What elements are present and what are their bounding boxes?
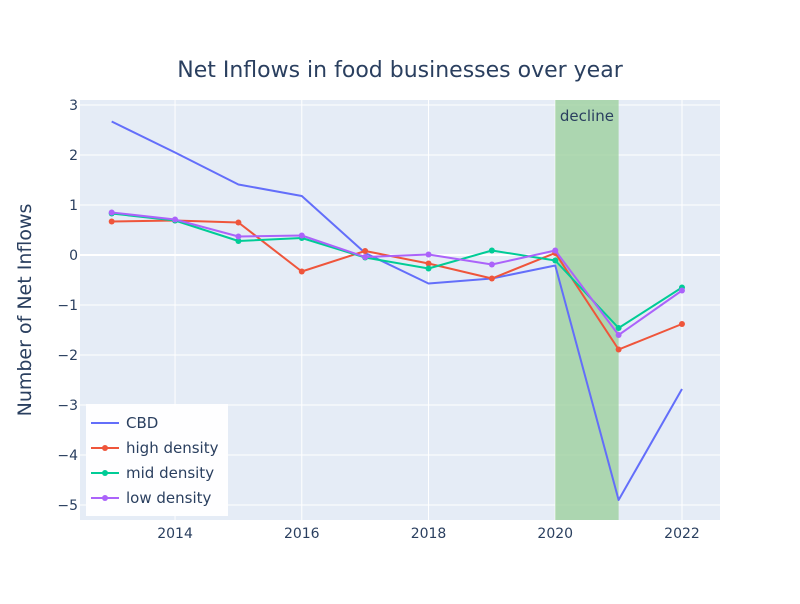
y-axis-title: Number of Net Inflows: [14, 204, 36, 417]
data-point-low-density: [235, 233, 242, 240]
x-tick-label: 2022: [664, 526, 700, 542]
data-point-mid-density: [235, 238, 242, 244]
y-tick-label: −1: [57, 298, 78, 314]
legend-marker-high-density: [102, 445, 108, 451]
decline-region: [555, 100, 619, 520]
data-point-high-density: [678, 321, 685, 327]
y-tick-label: 3: [69, 98, 78, 114]
data-point-mid-density: [552, 257, 559, 264]
data-point-mid-density: [615, 325, 622, 331]
data-point-low-density: [298, 232, 305, 239]
y-tick-label: 2: [69, 148, 78, 164]
shaded-region: decline: [555, 100, 619, 520]
y-tick-label: −5: [57, 498, 78, 514]
data-point-low-density: [615, 332, 622, 338]
series-line-high-density: [111, 219, 683, 351]
data-point-low-density: [488, 261, 495, 268]
data-point-high-density: [108, 218, 115, 225]
data-point-high-density: [362, 248, 369, 254]
data-point-low-density: [552, 247, 559, 254]
legend-label-high-density[interactable]: high density: [126, 439, 219, 457]
tick-labels: 2014 2016 2018 2020 2022 −5 −4 −3 −2 −1 0 1 2 3: [57, 98, 699, 542]
data-point-high-density: [298, 268, 305, 275]
series-line-low-density: [111, 211, 683, 336]
chart-title: Net Inflows in food businesses over year: [177, 58, 623, 83]
x-tick-label: 2014: [157, 526, 193, 542]
x-tick-label: 2016: [284, 526, 320, 542]
y-tick-label: 1: [69, 198, 78, 214]
legend-marker-mid-density: [102, 470, 108, 476]
y-tick-label: −2: [57, 348, 78, 364]
x-tick-label: 2020: [537, 526, 573, 542]
decline-label: decline: [560, 107, 614, 125]
series-line-cbd: [111, 120, 683, 501]
data-point-low-density: [172, 216, 179, 223]
legend-marker-low-density: [102, 495, 108, 501]
x-tick-label: 2018: [411, 526, 447, 542]
legend-label-low-density[interactable]: low density: [126, 489, 212, 507]
data-point-high-density: [615, 346, 622, 353]
data-point-mid-density: [425, 265, 432, 272]
data-point-low-density: [362, 254, 369, 260]
y-tick-label: −4: [57, 448, 78, 464]
data-point-high-density: [235, 219, 242, 226]
data-point-low-density: [425, 251, 432, 258]
data-point-low-density: [678, 287, 685, 294]
y-tick-label: 0: [69, 248, 78, 264]
legend[interactable]: CBD high density mid density low density: [86, 404, 228, 516]
y-tick-label: −3: [57, 398, 78, 414]
legend-label-mid-density[interactable]: mid density: [126, 464, 214, 482]
data-point-low-density: [108, 209, 115, 216]
data-point-mid-density: [488, 247, 495, 254]
legend-label-cbd[interactable]: CBD: [126, 414, 158, 432]
series-group: [108, 120, 685, 501]
data-point-high-density: [425, 260, 432, 267]
data-point-high-density: [488, 275, 495, 282]
